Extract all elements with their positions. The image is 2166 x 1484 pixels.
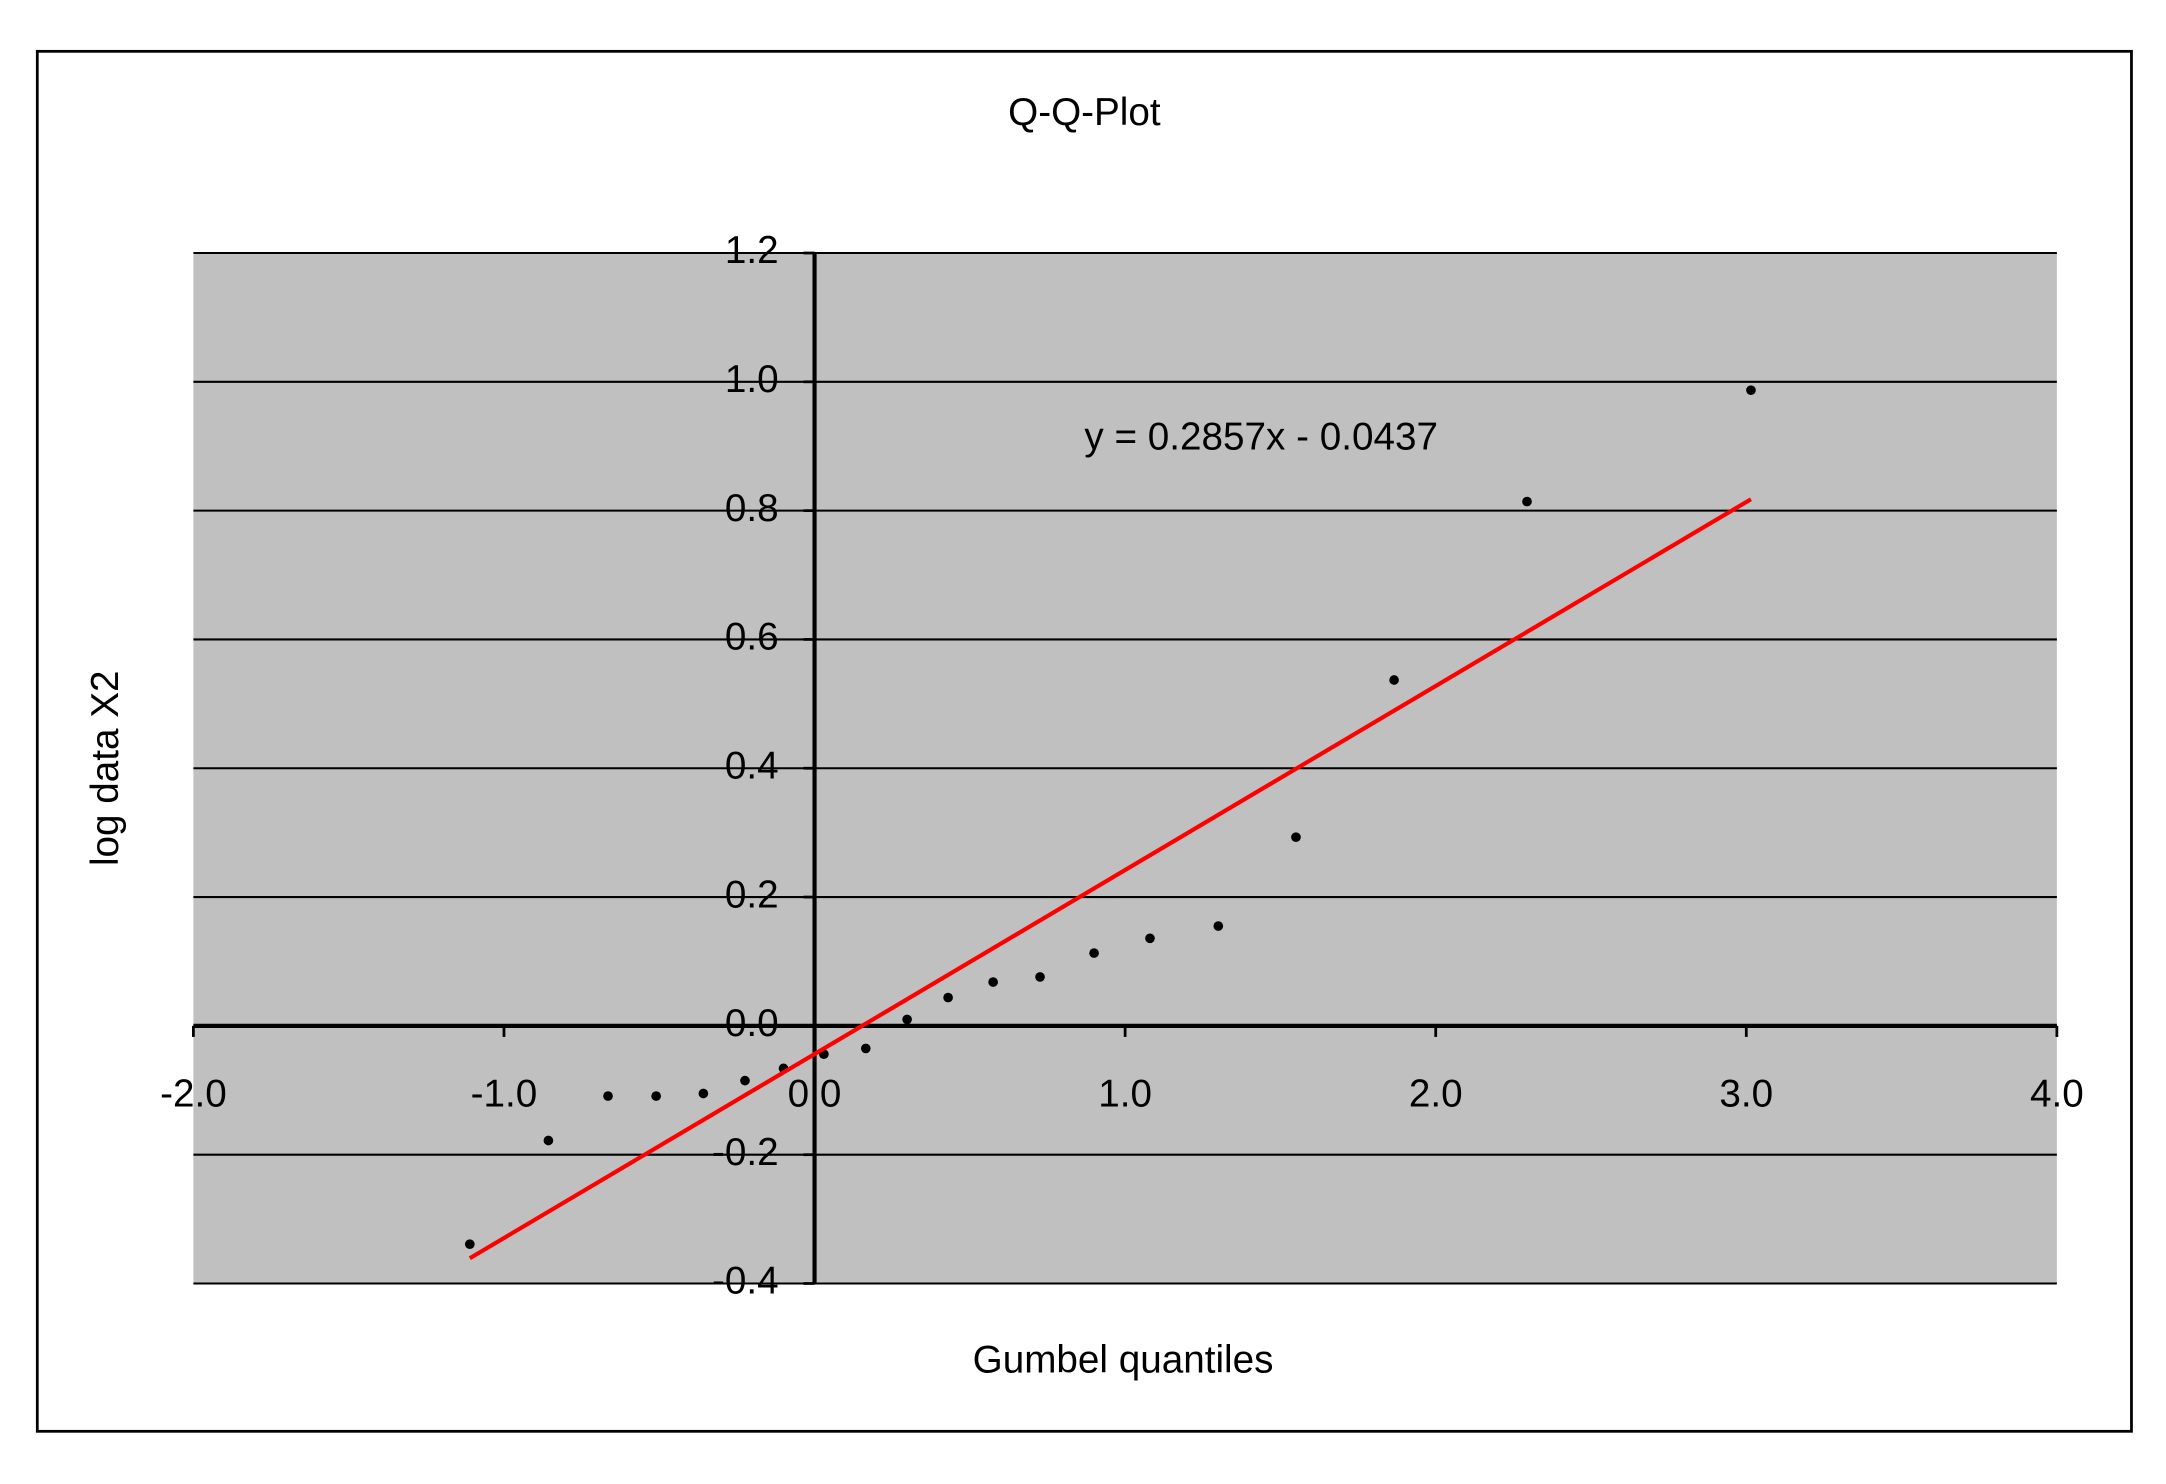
data-point — [603, 1091, 613, 1101]
plot-layer — [192, 251, 2059, 1285]
data-point — [1389, 675, 1399, 685]
y-tick-label: 1.0 — [725, 358, 779, 401]
x-tick-label: 0.0 — [788, 1073, 842, 1116]
data-point — [1089, 948, 1099, 958]
x-axis-label: Gumbel quantiles — [973, 1338, 1274, 1381]
y-tick-label: 0.8 — [725, 487, 779, 530]
data-point — [464, 1239, 475, 1250]
data-point — [988, 977, 998, 987]
y-tick-label: 0.4 — [725, 744, 779, 787]
y-axis-label: log data X2 — [84, 670, 127, 866]
y-tick-label: -0.4 — [712, 1260, 779, 1303]
data-point — [943, 992, 953, 1003]
data-point — [1291, 832, 1301, 842]
x-tick-label: -1.0 — [471, 1073, 538, 1116]
data-point — [1522, 496, 1532, 507]
y-tick-label: 0.2 — [725, 873, 779, 916]
x-tick-label: 2.0 — [1409, 1073, 1463, 1116]
y-tick-label: 0.6 — [725, 616, 779, 659]
x-tick-label: -2.0 — [160, 1073, 227, 1116]
y-tick-label: -0.2 — [712, 1131, 779, 1174]
data-point — [1035, 972, 1045, 982]
x-tick-label: 1.0 — [1098, 1073, 1152, 1116]
data-point — [1213, 921, 1224, 931]
data-point — [698, 1088, 709, 1099]
y-tick-label: 1.2 — [725, 229, 779, 272]
trendline-equation: y = 0.2857x - 0.0437 — [1084, 416, 1438, 459]
x-tick-label: 3.0 — [1719, 1073, 1773, 1116]
data-point — [902, 1014, 912, 1025]
y-tick-label: 0.0 — [725, 1002, 779, 1045]
data-point — [651, 1091, 661, 1101]
x-tick-label: 4.0 — [2030, 1073, 2084, 1116]
data-point — [543, 1135, 554, 1146]
data-point — [740, 1075, 750, 1086]
chart-title: Q-Q-Plot — [1008, 91, 1161, 134]
trendline — [468, 497, 1753, 1261]
data-point — [1145, 933, 1155, 944]
data-point — [1746, 385, 1756, 396]
data-point — [860, 1043, 871, 1054]
